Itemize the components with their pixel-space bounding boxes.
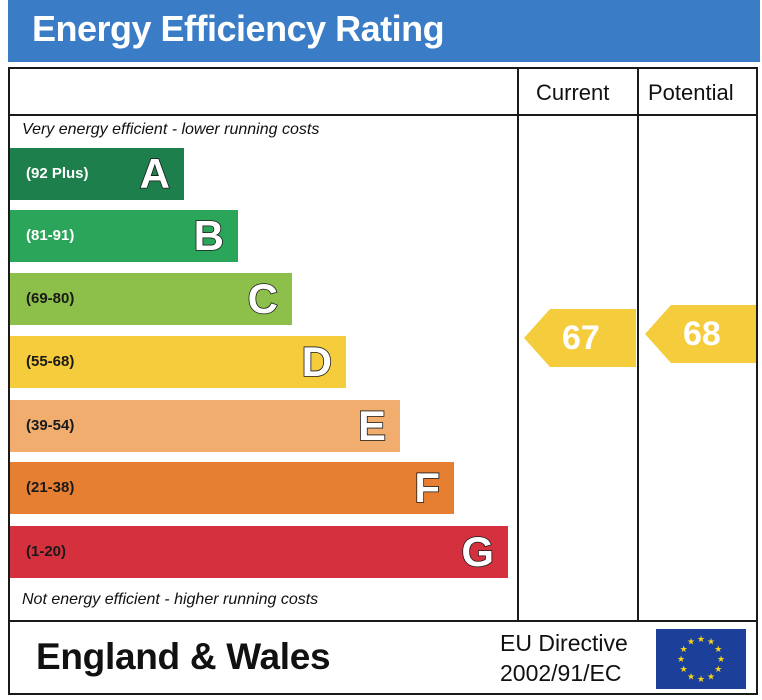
band-range-label: (1-20) — [26, 543, 67, 560]
band-f: (21-38) F — [10, 462, 454, 514]
band-g: (1-20) G — [10, 526, 508, 578]
current-column-header: Current — [536, 80, 610, 105]
potential-column-divider — [637, 67, 639, 622]
directive-line-1: EU Directive — [500, 630, 628, 656]
title-bar: Energy Efficiency Rating — [8, 0, 760, 62]
potential-arrow-shape — [645, 305, 756, 363]
band-range-label: (69-80) — [26, 290, 75, 307]
band-letter: G — [461, 528, 495, 575]
eu-star-icon: ★ — [697, 675, 705, 685]
band-range-label: (39-54) — [26, 417, 75, 434]
potential-rating-value: 68 — [683, 315, 721, 353]
footer-region: England & Wales — [36, 636, 331, 677]
eu-star-icon: ★ — [717, 655, 725, 665]
current-arrow-shape — [524, 309, 636, 367]
band-e: (39-54) E — [10, 400, 400, 452]
eu-star-icon: ★ — [687, 672, 695, 682]
current-column-divider — [517, 67, 519, 622]
top-note: Very energy efficient - lower running co… — [22, 121, 320, 138]
band-c: (69-80) C — [10, 273, 292, 325]
eu-flag-field — [656, 629, 746, 689]
band-letter: E — [357, 402, 387, 449]
eu-star-icon: ★ — [680, 665, 688, 675]
chart-frame — [8, 67, 758, 695]
current-rating-value: 67 — [562, 319, 600, 357]
directive-line-2: 2002/91/EC — [500, 660, 622, 686]
eu-star-icon: ★ — [687, 638, 695, 648]
eu-star-icon: ★ — [680, 645, 688, 655]
header-divider — [8, 114, 758, 116]
band-letter: D — [301, 338, 333, 385]
band-letter: B — [193, 212, 225, 259]
band-d: (55-68) D — [10, 336, 346, 388]
band-range-label: (21-38) — [26, 479, 75, 496]
eu-star-icon: ★ — [707, 638, 715, 648]
eu-star-icon: ★ — [714, 665, 722, 675]
band-range-label: (92 Plus) — [26, 165, 89, 182]
current-rating-arrow: 67 — [524, 309, 636, 367]
footer-divider — [8, 620, 758, 622]
band-range-label: (81-91) — [26, 227, 75, 244]
eu-star-icon: ★ — [707, 672, 715, 682]
band-letter: F — [414, 464, 441, 511]
eu-star-icon: ★ — [714, 645, 722, 655]
page-title: Energy Efficiency Rating — [32, 8, 445, 49]
potential-column-header: Potential — [648, 80, 734, 105]
band-a: (92 Plus) A — [10, 148, 184, 200]
band-letter: A — [139, 150, 171, 197]
potential-rating-arrow: 68 — [645, 305, 756, 363]
band-b: (81-91) B — [10, 210, 238, 262]
bottom-note: Not energy efficient - higher running co… — [22, 591, 319, 608]
footer-directive: EU Directive 2002/91/EC — [500, 628, 628, 688]
band-letter: C — [247, 275, 279, 322]
band-range-label: (55-68) — [26, 353, 75, 370]
eu-flag-icon: ★ ★★★★★★★★★★★ — [656, 629, 746, 689]
eu-star-icon: ★ — [677, 655, 685, 665]
eu-star-icon: ★ — [697, 635, 705, 645]
